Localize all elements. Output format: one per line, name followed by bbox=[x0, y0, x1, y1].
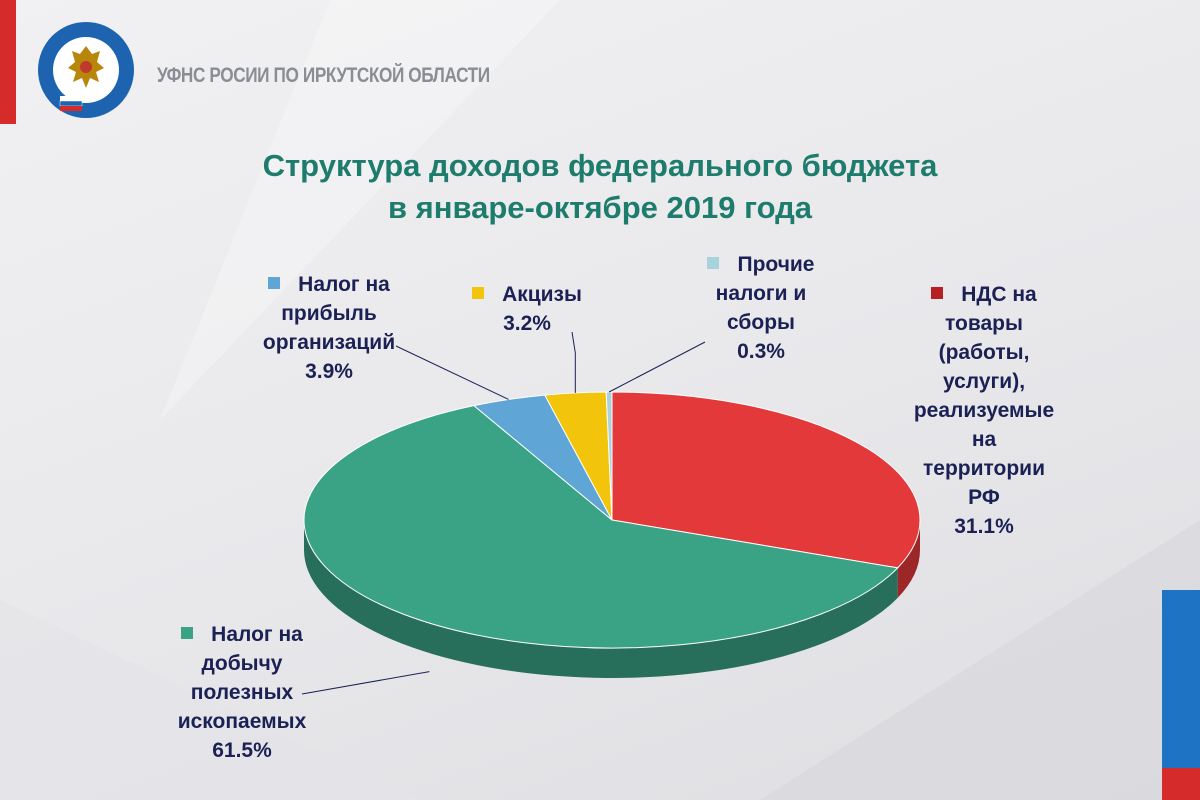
leader-line-other bbox=[608, 341, 706, 393]
label-profit-tax: Налог на прибыль организаций 3.9% bbox=[224, 270, 434, 386]
chart-title-line-1: Структура доходов федерального бюджета bbox=[262, 148, 938, 183]
value-label-mining-tax: 61.5% bbox=[212, 739, 272, 762]
pie-side-mining-tax bbox=[304, 520, 898, 678]
legend-swatch-profit-tax bbox=[268, 277, 281, 289]
label-excise: Акцизы 3.2% bbox=[452, 280, 602, 338]
chart-title-line-2: в январе-октябре 2019 года bbox=[387, 190, 813, 225]
pie-slice-vat bbox=[611, 391, 921, 569]
pie-side-vat bbox=[897, 520, 921, 598]
label-other: Прочие налоги и сборы 0.3% bbox=[676, 250, 846, 366]
value-label-vat: 31.1% bbox=[954, 515, 1014, 538]
org-name: УФНС РОСИИ ПО ИРКУТСКОЙ ОБЛАСТИ bbox=[157, 64, 490, 87]
leader-line-profit-tax bbox=[395, 345, 509, 400]
legend-swatch-vat bbox=[931, 287, 944, 299]
leader-line-mining-tax bbox=[301, 671, 430, 695]
legend-swatch-mining-tax bbox=[181, 627, 194, 639]
label-vat: НДС на товары (работы, услуги), реализуе… bbox=[864, 280, 1104, 541]
legend-swatch-excise bbox=[472, 287, 485, 299]
legend-swatch-other bbox=[707, 257, 720, 269]
label-mining-tax: Налог на добычу полезных ископаемых 61.5… bbox=[122, 620, 362, 765]
value-label-other: 0.3% bbox=[737, 340, 785, 363]
pie-slice-mining-tax bbox=[303, 405, 899, 649]
left-accent-bar bbox=[0, 0, 16, 124]
right-accent-bar-blue bbox=[1162, 590, 1200, 768]
leader-line-excise bbox=[571, 331, 576, 393]
right-accent-bar-red bbox=[1162, 768, 1200, 800]
value-label-excise: 3.2% bbox=[503, 312, 551, 335]
fns-logo bbox=[38, 22, 134, 118]
value-label-profit-tax: 3.9% bbox=[305, 360, 353, 383]
